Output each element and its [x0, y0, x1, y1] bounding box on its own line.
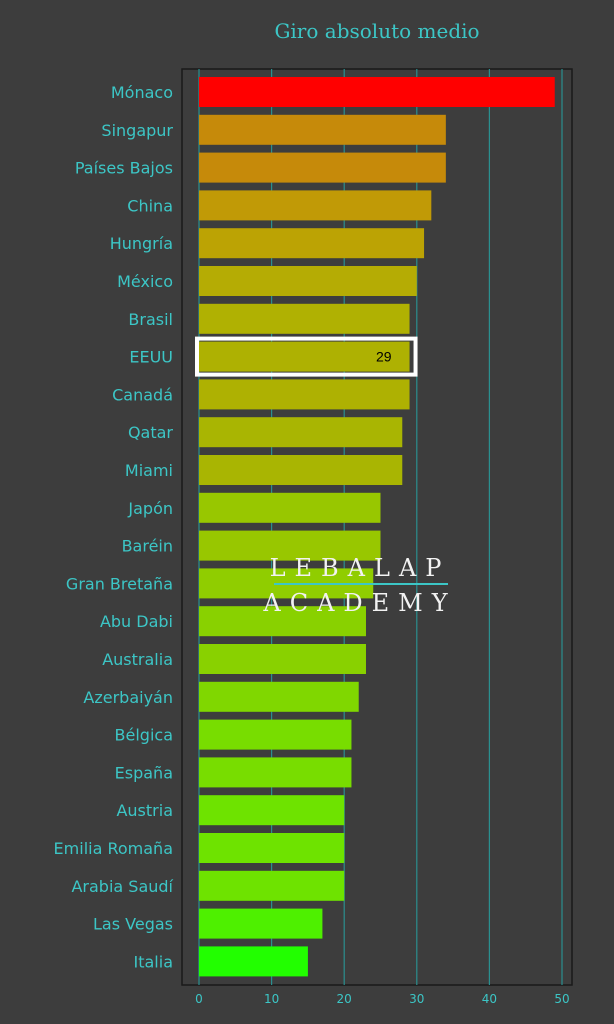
category-label: Qatar	[128, 423, 173, 442]
bar	[199, 152, 446, 183]
x-tick-label: 0	[195, 992, 203, 1006]
category-label: Canadá	[112, 385, 173, 404]
category-label: Australia	[102, 650, 173, 669]
category-label: Japón	[127, 499, 173, 518]
bar	[199, 908, 323, 939]
category-label: Países Bajos	[75, 159, 173, 178]
category-label: Baréin	[122, 537, 173, 556]
bar	[199, 492, 381, 523]
bar	[199, 455, 403, 485]
bar	[199, 379, 410, 410]
category-label: Brasil	[128, 310, 173, 329]
bar	[199, 266, 417, 296]
watermark-line1: LEBALAP	[270, 554, 451, 582]
bar	[199, 644, 366, 674]
bar	[199, 606, 366, 637]
category-label: Miami	[125, 461, 173, 480]
chart-title: Giro absoluto medio	[274, 19, 479, 43]
bar	[199, 681, 359, 712]
bar	[199, 795, 345, 826]
data-label: 29	[376, 349, 392, 365]
bar	[199, 757, 352, 788]
bar	[199, 114, 446, 145]
x-tick-label: 30	[409, 992, 424, 1006]
category-label: España	[115, 763, 173, 782]
category-label: Emilia Romaña	[54, 839, 173, 858]
category-label: Abu Dabi	[100, 612, 173, 631]
category-label: Austria	[116, 801, 173, 820]
category-label: Singapur	[101, 121, 173, 140]
category-label: Bélgica	[115, 726, 173, 745]
bar	[199, 719, 352, 750]
category-label: Arabia Saudí	[71, 877, 173, 896]
bar	[199, 77, 555, 107]
x-tick-label: 20	[337, 992, 352, 1006]
category-label: EEUU	[129, 348, 173, 367]
bar	[199, 341, 410, 372]
x-tick-label: 50	[554, 992, 569, 1006]
x-tick-label: 40	[482, 992, 497, 1006]
category-label: México	[117, 272, 173, 291]
x-tick-label: 10	[264, 992, 279, 1006]
bar	[199, 228, 425, 259]
category-label: Las Vegas	[93, 915, 173, 934]
bar	[199, 946, 308, 977]
category-label: Hungría	[110, 234, 173, 253]
category-label: Mónaco	[111, 83, 173, 102]
bar	[199, 530, 381, 561]
highlight-box	[195, 336, 418, 377]
watermark-line2: ACADEMY	[262, 589, 456, 617]
category-label: Italia	[134, 952, 174, 971]
category-label: China	[127, 196, 173, 215]
plot-area	[181, 68, 573, 986]
watermark: LEBALAP ACADEMY	[262, 554, 456, 617]
bar	[199, 303, 410, 334]
bar	[199, 417, 403, 448]
category-label: Azerbaiyán	[83, 688, 173, 707]
bar	[199, 833, 345, 863]
category-label: Gran Bretaña	[66, 574, 173, 593]
bar	[199, 870, 345, 901]
bar	[199, 190, 432, 221]
